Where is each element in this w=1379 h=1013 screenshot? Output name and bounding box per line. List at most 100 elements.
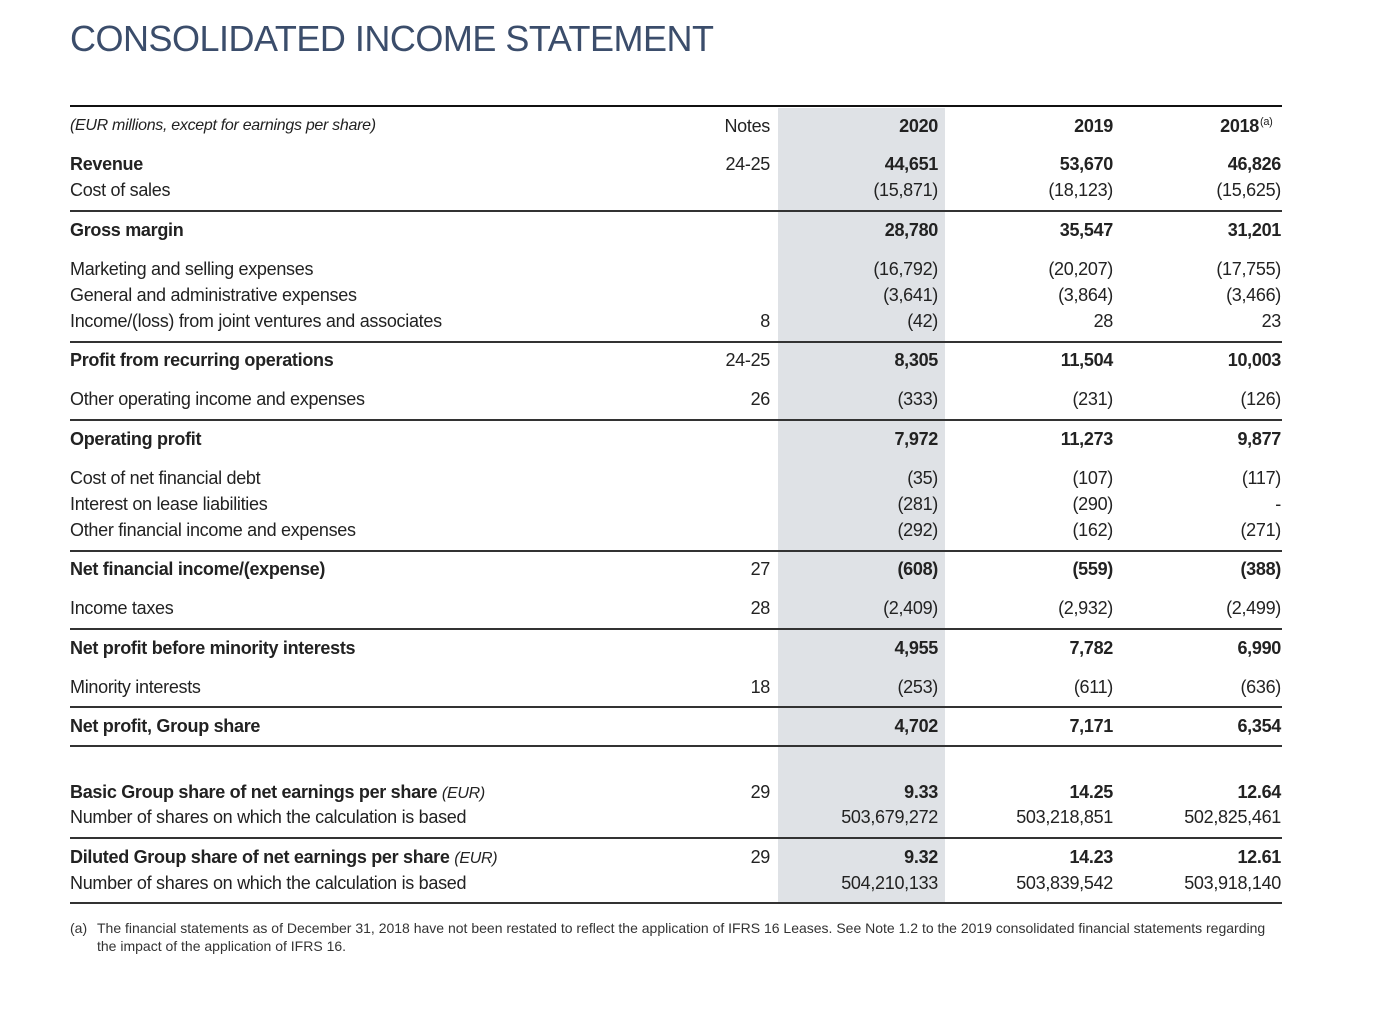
- row-unit: (EUR): [441, 785, 485, 802]
- row-label-text: Diluted Group share of net earnings per …: [70, 847, 450, 867]
- row-value: (20,207): [1048, 259, 1113, 279]
- row-label: Number of shares on which the calculatio…: [70, 871, 467, 895]
- row-value: 4,955: [894, 638, 938, 658]
- row-value: 9,877: [1237, 429, 1281, 449]
- row-value: (162): [1072, 520, 1113, 540]
- column-header: 2019: [1074, 116, 1113, 136]
- row-label-text: Other operating income and expenses: [70, 389, 365, 409]
- row-value: 502,825,461: [1184, 807, 1281, 827]
- row-value: 6,354: [1237, 716, 1281, 736]
- column-header: 2018: [1220, 116, 1259, 136]
- row-label-text: Number of shares on which the calculatio…: [70, 873, 467, 893]
- row-value: 12.64: [1237, 782, 1281, 802]
- table-top-rule: [70, 105, 1282, 107]
- row-value: (35): [907, 468, 938, 488]
- row-label-text: Cost of sales: [70, 180, 171, 200]
- row-value: 44,651: [884, 154, 939, 174]
- row-label: Revenue: [70, 152, 143, 176]
- row-value: (126): [1240, 389, 1281, 409]
- row-label-text: General and administrative expenses: [70, 285, 357, 305]
- row-label: Gross margin: [70, 218, 184, 242]
- row-label: Income taxes: [70, 596, 174, 620]
- row-notes: 24-25: [725, 154, 770, 174]
- row-value: (16,792): [873, 259, 938, 279]
- row-notes: 24-25: [725, 350, 770, 370]
- row-value: (608): [897, 559, 938, 579]
- row-label: Basic Group share of net earnings per sh…: [70, 780, 485, 804]
- row-value: 504,210,133: [841, 873, 938, 893]
- page-title: CONSOLIDATED INCOME STATEMENT: [70, 18, 714, 59]
- row-value: (333): [897, 389, 938, 409]
- row-label-text: Income/(loss) from joint ventures and as…: [70, 311, 442, 331]
- row-value: 503,918,140: [1184, 873, 1281, 893]
- row-value: 11,504: [1060, 350, 1114, 370]
- row-value: 503,218,851: [1016, 807, 1113, 827]
- row-value: (2,499): [1226, 598, 1281, 618]
- row-notes: 27: [750, 559, 771, 579]
- row-value: 10,003: [1227, 350, 1282, 370]
- footnote-marker: (a): [70, 920, 88, 936]
- row-label-text: Income taxes: [70, 598, 174, 618]
- row-rule: [70, 837, 1282, 839]
- row-label-text: Basic Group share of net earnings per sh…: [70, 782, 438, 802]
- row-value: (15,625): [1216, 180, 1281, 200]
- column-header: (EUR millions, except for earnings per s…: [70, 117, 376, 134]
- row-label: Operating profit: [70, 427, 202, 451]
- row-label-text: Marketing and selling expenses: [70, 259, 314, 279]
- row-value: (3,466): [1226, 285, 1281, 305]
- column-highlight: [778, 108, 945, 902]
- row-notes: 29: [750, 782, 771, 802]
- row-label: Net profit before minority interests: [70, 636, 356, 660]
- row-label: Interest on lease liabilities: [70, 492, 268, 516]
- row-value: (2,409): [883, 598, 938, 618]
- footnote: (a) The financial statements as of Decem…: [70, 919, 1285, 955]
- row-label: Minority interests: [70, 675, 201, 699]
- row-value: (231): [1072, 389, 1113, 409]
- row-label-text: Other financial income and expenses: [70, 520, 356, 540]
- row-label-text: Net profit before minority interests: [70, 638, 356, 658]
- row-value: 7,972: [894, 429, 938, 449]
- row-value: 503,679,272: [841, 807, 938, 827]
- row-label-text: Gross margin: [70, 220, 184, 240]
- row-rule: [70, 706, 1282, 708]
- row-value: 503,839,542: [1016, 873, 1113, 893]
- row-value: 6,990: [1237, 638, 1281, 658]
- row-label-text: Number of shares on which the calculatio…: [70, 807, 467, 827]
- row-label: Net profit, Group share: [70, 714, 260, 738]
- row-value: (18,123): [1048, 180, 1113, 200]
- row-value: 46,826: [1227, 154, 1282, 174]
- row-rule: [70, 210, 1282, 212]
- row-label-text: Net financial income/(expense): [70, 559, 326, 579]
- row-value: (17,755): [1216, 259, 1281, 279]
- row-value: (388): [1240, 559, 1281, 579]
- row-value: (636): [1240, 677, 1281, 697]
- row-label-text: Cost of net financial debt: [70, 468, 261, 488]
- row-value: 4,702: [894, 716, 938, 736]
- row-value: 9.33: [904, 782, 938, 802]
- row-value: (559): [1072, 559, 1113, 579]
- row-label-text: Operating profit: [70, 429, 202, 449]
- row-value: (117): [1241, 468, 1281, 488]
- row-value: 11,273: [1060, 429, 1114, 449]
- row-notes: 18: [750, 677, 771, 697]
- row-value: 53,670: [1059, 154, 1114, 174]
- row-label-text: Revenue: [70, 154, 143, 174]
- row-value: (15,871): [873, 180, 938, 200]
- row-value: (290): [1072, 494, 1113, 514]
- row-notes: 8: [760, 311, 770, 331]
- row-value: 31,201: [1227, 220, 1282, 240]
- row-rule: [70, 341, 1282, 343]
- row-notes: 29: [750, 847, 771, 867]
- row-value: (292): [897, 520, 938, 540]
- row-label: Income/(loss) from joint ventures and as…: [70, 309, 442, 333]
- column-note-marker: (a): [1260, 116, 1273, 128]
- row-value: (281): [897, 494, 938, 514]
- row-value: (3,864): [1058, 285, 1113, 305]
- row-label-text: Net profit, Group share: [70, 716, 261, 736]
- row-label: Other financial income and expenses: [70, 518, 356, 542]
- row-rule: [70, 745, 1282, 747]
- row-value: (107): [1072, 468, 1113, 488]
- row-value: 7,171: [1069, 716, 1113, 736]
- row-label: Marketing and selling expenses: [70, 257, 313, 281]
